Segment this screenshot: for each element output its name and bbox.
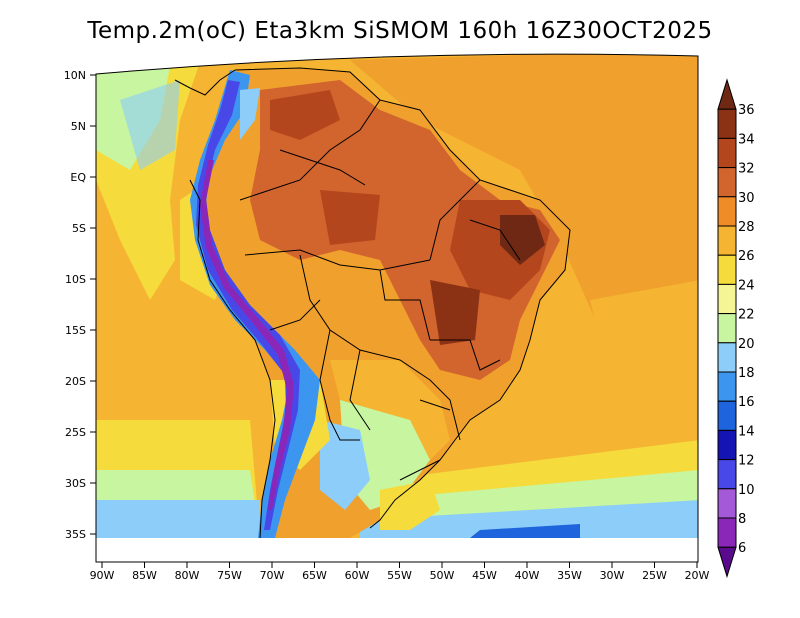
colorbar: 6 8 10 12 14 16 18 20 22 24 26 28 30 32 34 36 bbox=[717, 78, 755, 579]
temperature-field bbox=[96, 54, 698, 538]
lon-label: 70W bbox=[260, 569, 285, 582]
colorbar-label: 12 bbox=[738, 454, 755, 469]
lat-label: 25S bbox=[65, 426, 86, 439]
lon-label: 55W bbox=[387, 569, 412, 582]
colorbar-label: 18 bbox=[738, 366, 755, 381]
map-frame bbox=[95, 53, 699, 563]
lat-label: 10S bbox=[65, 273, 86, 286]
colorbar-label: 34 bbox=[738, 132, 755, 147]
colorbar-segment bbox=[717, 167, 737, 198]
colorbar-segment bbox=[717, 313, 737, 344]
lon-label: 30W bbox=[600, 569, 625, 582]
colorbar-segment bbox=[717, 254, 737, 285]
lon-label: 90W bbox=[90, 569, 115, 582]
lon-label: 40W bbox=[515, 569, 540, 582]
lon-label: 20W bbox=[685, 569, 710, 582]
lon-label: 85W bbox=[132, 569, 157, 582]
political-borders bbox=[174, 67, 571, 539]
lon-label: 75W bbox=[217, 569, 242, 582]
lon-label: 50W bbox=[430, 569, 455, 582]
lon-label: 25W bbox=[642, 569, 667, 582]
colorbar-label: 6 bbox=[738, 541, 746, 556]
colorbar-label: 22 bbox=[738, 308, 755, 323]
colorbar-segment bbox=[717, 108, 737, 139]
latitude-axis: 10N 5N EQ 5S 10S 15S 20S 25S 30S 35S bbox=[64, 69, 96, 541]
colorbar-segment bbox=[717, 78, 737, 110]
lat-label: 15S bbox=[65, 324, 86, 337]
lon-label: 80W bbox=[175, 569, 200, 582]
colorbar-segment bbox=[717, 225, 737, 256]
colorbar-label: 36 bbox=[738, 103, 755, 118]
lat-label: EQ bbox=[70, 171, 86, 184]
colorbar-segment bbox=[717, 400, 737, 431]
colorbar-label: 26 bbox=[738, 249, 755, 264]
colorbar-segment bbox=[717, 371, 737, 402]
colorbar-segment bbox=[717, 546, 737, 579]
colorbar-label: 14 bbox=[738, 424, 755, 439]
lon-label: 60W bbox=[345, 569, 370, 582]
lon-label: 45W bbox=[472, 569, 497, 582]
lat-label: 5S bbox=[72, 222, 86, 235]
colorbar-segment bbox=[717, 517, 737, 548]
colorbar-segment bbox=[717, 196, 737, 227]
lat-label: 30S bbox=[65, 477, 86, 490]
colorbar-label: 24 bbox=[738, 278, 755, 293]
colorbar-label: 20 bbox=[738, 337, 755, 352]
colorbar-segment bbox=[717, 429, 737, 461]
lat-label: 10N bbox=[64, 69, 86, 82]
lon-label: 65W bbox=[302, 569, 327, 582]
lat-label: 20S bbox=[65, 375, 86, 388]
colorbar-segment bbox=[717, 459, 737, 490]
lat-label: 5N bbox=[71, 120, 86, 133]
colorbar-label: 16 bbox=[738, 395, 755, 410]
lon-label: 35W bbox=[557, 569, 582, 582]
map-title: Temp.2m(oC) Eta3km SiSMOM 160h 16Z30OCT2… bbox=[87, 18, 713, 44]
longitude-axis: 90W 85W 80W 75W 70W 65W 60W 55W 50W 45W 40W 35W 30W 2… bbox=[90, 562, 710, 582]
colorbar-label: 28 bbox=[738, 220, 755, 235]
colorbar-label: 8 bbox=[738, 512, 746, 527]
colorbar-segment bbox=[717, 342, 737, 373]
colorbar-label: 10 bbox=[738, 483, 755, 498]
lat-label: 35S bbox=[65, 528, 86, 541]
colorbar-label: 30 bbox=[738, 191, 755, 206]
colorbar-segment bbox=[717, 137, 737, 169]
colorbar-segment bbox=[717, 488, 737, 519]
colorbar-segment bbox=[717, 283, 737, 315]
colorbar-label: 32 bbox=[738, 162, 755, 177]
